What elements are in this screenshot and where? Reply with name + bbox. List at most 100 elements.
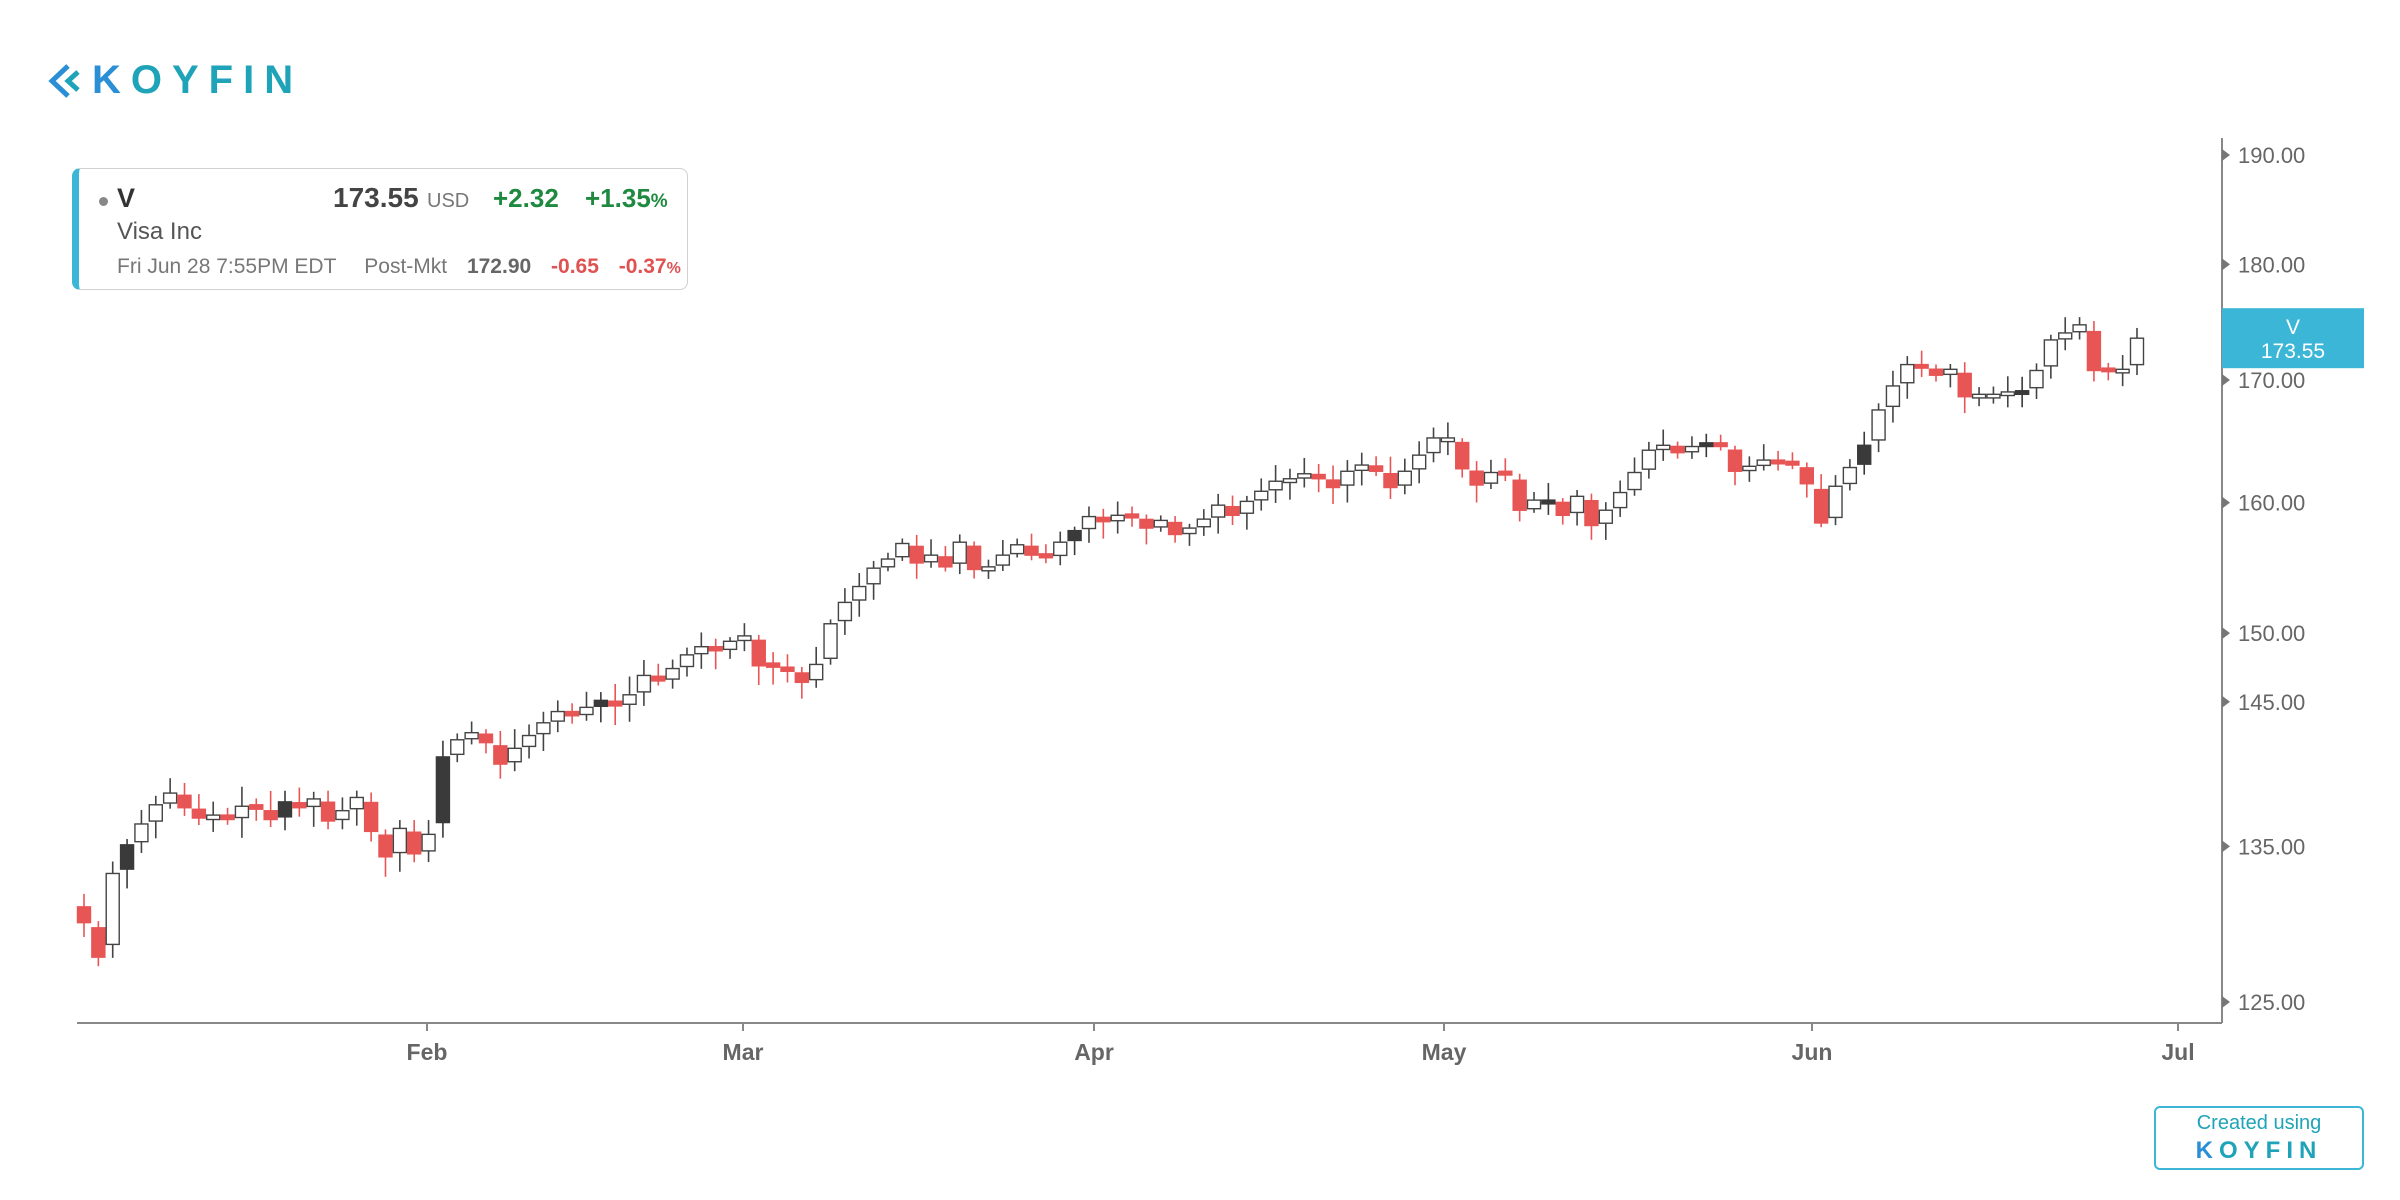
candle (1368, 456, 1384, 477)
candle-body (995, 554, 1011, 566)
candle-body (1225, 505, 1240, 517)
candle (1569, 489, 1585, 526)
candle-body (306, 798, 321, 808)
candle-body (1440, 437, 1456, 443)
candle (1742, 456, 1757, 482)
candle (1498, 458, 1513, 482)
candle (1813, 474, 1829, 528)
candle (622, 676, 637, 722)
ticker-symbol[interactable]: V (117, 183, 136, 213)
candle-body (1081, 515, 1097, 530)
candle (1440, 422, 1456, 456)
candle-body (1885, 385, 1901, 408)
y-tick-label: 160.00 (2238, 491, 2305, 516)
candle-body (1813, 488, 1829, 524)
candle-body (1770, 459, 1786, 465)
candle-body (1699, 442, 1714, 448)
candle (751, 634, 766, 685)
candle (1139, 514, 1154, 545)
candle (679, 647, 695, 677)
candle-body (134, 823, 149, 843)
price-change-pct: +1.35% (585, 183, 668, 213)
candle (1483, 459, 1499, 490)
candle-body (1928, 368, 1944, 376)
candle-body (1254, 490, 1269, 501)
candle-body (737, 635, 752, 642)
candle-body (1053, 541, 1068, 557)
x-axis: Feb Mar Apr May Jun Jul (407, 1023, 2195, 1065)
candle (478, 729, 494, 754)
candle-body (1627, 471, 1642, 491)
created-using-badge[interactable]: Created using KOYFIN (2154, 1106, 2364, 1170)
candle (564, 703, 580, 724)
candlestick-series (76, 317, 2145, 967)
candle-body (234, 805, 250, 819)
candle-body (1684, 445, 1700, 453)
candle (249, 798, 264, 821)
candle (1282, 468, 1298, 500)
candle (651, 663, 666, 686)
candle (1584, 493, 1599, 540)
candle-body (464, 731, 479, 740)
candle-body (1555, 501, 1570, 517)
candle-body (2101, 367, 2116, 373)
candle (1928, 364, 1944, 382)
candle (421, 820, 436, 863)
candle-body (1239, 500, 1255, 514)
candle-body (636, 674, 652, 693)
candle (866, 560, 881, 600)
candle-body (277, 801, 293, 818)
candle-body (536, 722, 551, 735)
candle (306, 791, 321, 827)
candle-body (1727, 449, 1743, 472)
candle (363, 792, 379, 842)
koyfin-logo[interactable]: KOYFIN (48, 58, 303, 103)
candle-body (493, 745, 508, 765)
price-change: +2.32 (493, 183, 559, 213)
candle-body (1311, 473, 1326, 480)
quote-timestamp: Fri Jun 28 7:55PM EDT (117, 255, 337, 278)
candle-body (220, 814, 235, 821)
x-tick-label: Apr (1074, 1039, 1114, 1065)
candle (1411, 441, 1427, 484)
candle-body (1842, 466, 1858, 485)
candle-body (2086, 330, 2102, 372)
candle-body (651, 675, 666, 682)
candle (1656, 429, 1671, 461)
candle-body (392, 827, 408, 854)
candle-body (564, 710, 580, 717)
candle-body (421, 833, 436, 852)
currency: USD (427, 190, 470, 212)
candle-body (1857, 444, 1872, 465)
candle (923, 539, 939, 568)
candle (1053, 531, 1068, 566)
candle (1612, 480, 1628, 517)
candle-body (1096, 516, 1111, 523)
candle-body (1670, 445, 1685, 454)
candle (1455, 438, 1470, 478)
candle (521, 724, 537, 759)
candle (162, 778, 178, 809)
candle-body (2115, 368, 2130, 374)
candle-body (2058, 332, 2073, 340)
candle (1354, 452, 1369, 486)
candle-body (622, 694, 637, 705)
candle (636, 660, 652, 706)
candle-body (1498, 470, 1513, 476)
y-tick-marker (2222, 496, 2230, 509)
candle-body (1426, 437, 1441, 454)
candle (794, 666, 810, 699)
candle-body (378, 834, 393, 858)
candle-body (1943, 368, 1958, 376)
candle-body (2014, 390, 2030, 396)
y-tick-label: 145.00 (2238, 690, 2305, 715)
candle (220, 807, 235, 825)
candle (1598, 502, 1614, 540)
y-tick-label: 125.00 (2238, 990, 2305, 1015)
candle-body (1799, 467, 1814, 485)
candle (694, 632, 709, 669)
candle-body (579, 706, 594, 716)
candle-body (349, 796, 364, 810)
post-market-change: -0.65 (551, 255, 599, 278)
